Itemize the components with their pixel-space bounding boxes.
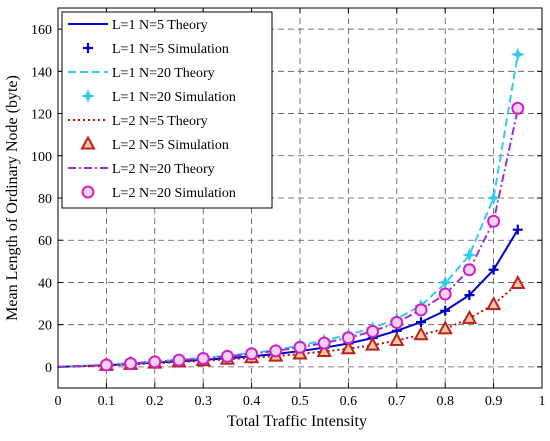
data-point [220, 349, 234, 363]
data-point [464, 290, 475, 301]
x-tick-label: 0.7 [388, 394, 406, 409]
data-point [414, 303, 428, 317]
x-tick-label: 0.8 [436, 394, 454, 409]
data-point [340, 340, 357, 355]
legend-marker-swatch [83, 43, 93, 53]
data-point [510, 274, 526, 289]
data-point [269, 344, 283, 358]
legend: L=1 N=5 Theory L=1 N=5 Simulation L=1 N=20… [61, 11, 273, 209]
series-layer [57, 47, 526, 372]
data-point [390, 316, 404, 330]
y-tick-label: 0 [45, 361, 52, 376]
legend-item: L=2 N=5 Theory [68, 114, 208, 129]
x-axis-label: Total Traffic Intensity [227, 413, 367, 430]
legend-marker-swatch [81, 185, 95, 199]
legend-box [61, 11, 273, 209]
legend-item: L=1 N=5 Simulation [83, 42, 229, 57]
legend-item: L=1 N=20 Theory [68, 66, 215, 81]
data-point [486, 190, 501, 206]
data-point [488, 264, 499, 275]
data-point [440, 305, 451, 316]
legend-label: L=1 N=20 Simulation [112, 90, 236, 105]
x-tick-label: 1 [539, 394, 546, 409]
y-tick-label: 60 [38, 234, 52, 249]
data-point [462, 263, 476, 277]
data-point [437, 320, 453, 335]
data-point [317, 336, 331, 350]
legend-marker-swatch [80, 135, 96, 150]
data-point [341, 331, 355, 345]
legend-label: L=1 N=5 Theory [112, 18, 208, 33]
x-tick-label: 0.9 [485, 394, 503, 409]
x-tick-label: 0.5 [291, 394, 309, 409]
legend-item: L=2 N=5 Simulation [80, 135, 229, 153]
x-tick-label: 0.4 [243, 394, 261, 409]
data-point [416, 317, 426, 328]
data-point [124, 357, 138, 371]
data-point [148, 355, 162, 369]
data-point [245, 347, 259, 361]
legend-item: L=1 N=5 Theory [68, 18, 208, 33]
data-point [438, 287, 452, 301]
legend-label: L=2 N=5 Simulation [112, 138, 229, 153]
y-tick-label: 20 [38, 319, 52, 334]
x-tick-label: 0.3 [194, 394, 212, 409]
data-point [461, 309, 478, 324]
axis-ticks: 0 0.1 0.2 0.3 0.4 0.5 0.6 0.7 0.8 0.9 1 0 20 40 60 80 10… [31, 8, 546, 409]
x-tick-label: 0.1 [98, 394, 116, 409]
legend-label: L=1 N=5 Simulation [112, 42, 229, 57]
data-point [366, 324, 380, 338]
y-tick-label: 100 [31, 150, 52, 165]
data-point [510, 47, 526, 62]
y-tick-label: 160 [31, 23, 52, 38]
plot-frame [57, 7, 543, 389]
x-tick-label: 0.6 [340, 394, 358, 409]
data-point [511, 101, 525, 115]
legend-label: L=2 N=5 Theory [112, 114, 208, 129]
data-point [364, 336, 381, 351]
data-point [172, 353, 186, 367]
data-point [196, 351, 210, 365]
y-tick-label: 80 [38, 192, 52, 207]
data-point [389, 331, 405, 346]
data-point [487, 214, 501, 228]
x-tick-label: 0 [55, 394, 62, 409]
data-point [413, 326, 429, 341]
data-point [316, 342, 332, 357]
data-point [293, 340, 307, 354]
y-tick-label: 40 [38, 276, 52, 291]
data-point [512, 224, 523, 235]
y-axis-label: Mean Length of Ordinary Node (byte) [4, 75, 21, 321]
data-point [99, 358, 113, 372]
legend-marker-swatch [80, 88, 96, 104]
legend-item: L=2 N=20 Theory [68, 162, 215, 177]
legend-item: L=2 N=20 Simulation [81, 185, 236, 201]
x-tick-label: 0.2 [146, 394, 164, 409]
legend-item: L=1 N=20 Simulation [80, 88, 236, 105]
data-point [462, 247, 477, 263]
y-tick-label: 140 [31, 65, 52, 80]
y-tick-label: 120 [31, 108, 52, 123]
legend-label: L=2 N=20 Simulation [112, 186, 236, 201]
legend-label: L=1 N=20 Theory [112, 66, 215, 81]
legend-label: L=2 N=20 Theory [112, 162, 215, 177]
series-8 [99, 101, 525, 372]
data-point [485, 296, 502, 311]
